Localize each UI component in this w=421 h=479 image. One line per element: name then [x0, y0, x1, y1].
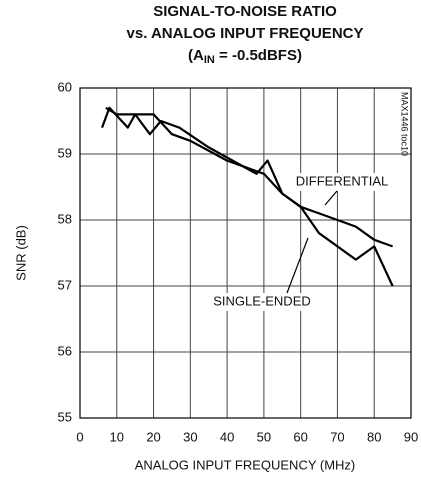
x-tick-label: 30: [183, 429, 197, 444]
watermark: MAX1446 toc10: [400, 92, 410, 156]
y-axis-label: SNR (dB): [13, 225, 28, 281]
annotation: DIFFERENTIAL: [296, 173, 388, 188]
x-tick-label: 80: [367, 429, 381, 444]
series-line: [101, 106, 394, 287]
chart-condition: (AIN = -0.5dBFS): [188, 47, 302, 66]
x-tick-label: 40: [220, 429, 234, 444]
x-axis-label: ANALOG INPUT FREQUENCY (MHz): [135, 457, 356, 472]
y-tick-label: 55: [58, 409, 72, 424]
condition-suffix: = -0.5dBFS): [215, 47, 302, 64]
annotation: SINGLE-ENDED: [213, 293, 311, 308]
y-tick-label: 57: [58, 277, 72, 292]
x-tick-label: 70: [330, 429, 344, 444]
annotation-arrow: [324, 190, 338, 206]
y-tick-label: 58: [58, 211, 72, 226]
x-tick-label: 20: [146, 429, 160, 444]
y-tick-label: 60: [58, 79, 72, 94]
x-tick-label: 0: [76, 429, 83, 444]
condition-sub: IN: [204, 54, 215, 66]
x-tick-label: 90: [404, 429, 418, 444]
x-tick-label: 50: [257, 429, 271, 444]
annotation-arrow: [286, 237, 309, 294]
condition-prefix: (A: [188, 47, 204, 64]
annotation-bg: [297, 173, 387, 191]
annotation-bg: [216, 293, 308, 311]
x-tick-label: 60: [293, 429, 307, 444]
x-tick-label: 10: [110, 429, 124, 444]
chart-title: vs. ANALOG INPUT FREQUENCY: [127, 25, 364, 42]
chart-title: SIGNAL-TO-NOISE RATIO: [153, 3, 337, 20]
y-tick-label: 56: [58, 343, 72, 358]
y-tick-label: 59: [58, 145, 72, 160]
plot-frame: [79, 87, 412, 419]
